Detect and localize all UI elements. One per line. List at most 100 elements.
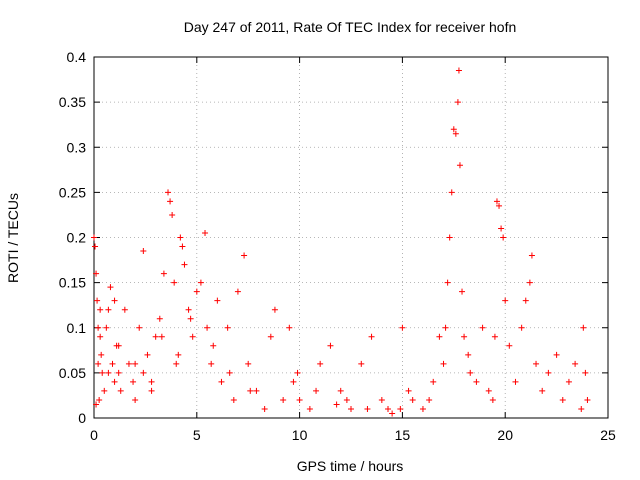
data-point [97, 333, 104, 340]
data-point [267, 333, 274, 340]
data-point [454, 99, 461, 106]
data-point [399, 324, 406, 331]
data-point [364, 405, 371, 412]
data-point [580, 324, 587, 331]
data-point [430, 378, 437, 385]
data-point [210, 342, 217, 349]
data-point [493, 198, 500, 205]
data-point [171, 279, 178, 286]
data-point [204, 324, 211, 331]
data-point [140, 248, 147, 255]
data-point [95, 360, 102, 367]
data-point [169, 211, 176, 218]
data-point [506, 342, 513, 349]
data-point [92, 243, 99, 250]
data-point [115, 369, 122, 376]
data-point [450, 126, 457, 133]
data-point [189, 333, 196, 340]
data-point [130, 378, 137, 385]
data-point [202, 229, 209, 236]
data-point [286, 324, 293, 331]
data-point [93, 401, 100, 408]
data-point [533, 360, 540, 367]
data-point [491, 333, 498, 340]
data-point [95, 324, 102, 331]
data-point [261, 405, 268, 412]
data-point [101, 387, 108, 394]
data-point [313, 387, 320, 394]
data-point [290, 378, 297, 385]
data-point [144, 351, 151, 358]
x-axis-label: GPS time / hours [297, 458, 404, 474]
y-tick-label: 0.15 [59, 275, 86, 291]
data-point [455, 67, 462, 74]
data-point [158, 333, 165, 340]
grid-lines [94, 57, 608, 418]
data-point [271, 306, 278, 313]
x-tick-label: 10 [292, 427, 308, 443]
y-tick-label: 0.1 [67, 320, 87, 336]
data-point [526, 279, 533, 286]
data-point [218, 378, 225, 385]
data-point [165, 189, 172, 196]
data-point [167, 198, 174, 205]
data-point [572, 360, 579, 367]
data-point [327, 342, 334, 349]
data-point [479, 324, 486, 331]
data-point [187, 315, 194, 322]
data-point [545, 369, 552, 376]
data-point [294, 369, 301, 376]
data-point [343, 396, 350, 403]
data-point [105, 369, 112, 376]
data-point [99, 369, 106, 376]
data-point [185, 306, 192, 313]
chart-title: Day 247 of 2011, Rate Of TEC Index for r… [184, 19, 517, 35]
data-point [317, 360, 324, 367]
data-point [337, 387, 344, 394]
data-point [115, 342, 122, 349]
data-point [148, 387, 155, 394]
data-point [93, 270, 100, 277]
data-point [485, 387, 492, 394]
data-point [518, 324, 525, 331]
data-point [397, 405, 404, 412]
x-tick-label: 0 [90, 427, 98, 443]
data-point [245, 360, 252, 367]
data-point [436, 333, 443, 340]
data-point [94, 297, 101, 304]
data-point [446, 234, 453, 241]
data-point [358, 360, 365, 367]
data-point [111, 297, 118, 304]
data-point [156, 315, 163, 322]
y-tick-label: 0.3 [67, 139, 87, 155]
data-point [467, 369, 474, 376]
data-point [193, 288, 200, 295]
data-point [224, 324, 231, 331]
data-point [152, 333, 159, 340]
y-tick-label: 0.35 [59, 94, 86, 110]
data-point [333, 401, 340, 408]
data-point [512, 378, 519, 385]
data-point [181, 261, 188, 268]
y-tick-label: 0 [78, 410, 86, 426]
y-tick-label: 0.25 [59, 184, 86, 200]
x-tick-label: 20 [497, 427, 513, 443]
data-point [582, 369, 589, 376]
data-point [559, 396, 566, 403]
axis-ticks: 0 5 10 15 20 25 0 0.05 0.1 0.15 0.2 0.25 0.3 0.35 0.4 [59, 49, 616, 443]
x-tick-label: 25 [600, 427, 616, 443]
data-point [578, 405, 585, 412]
y-tick-label: 0.05 [59, 365, 86, 381]
data-point [296, 396, 303, 403]
data-point [253, 387, 260, 394]
data-point [444, 279, 451, 286]
data-point [98, 351, 105, 358]
data-point [456, 162, 463, 169]
data-point [226, 369, 233, 376]
data-point [121, 306, 128, 313]
data-point [368, 333, 375, 340]
data-point [247, 387, 254, 394]
data-point [452, 130, 459, 137]
data-point [280, 396, 287, 403]
data-point [91, 234, 97, 241]
